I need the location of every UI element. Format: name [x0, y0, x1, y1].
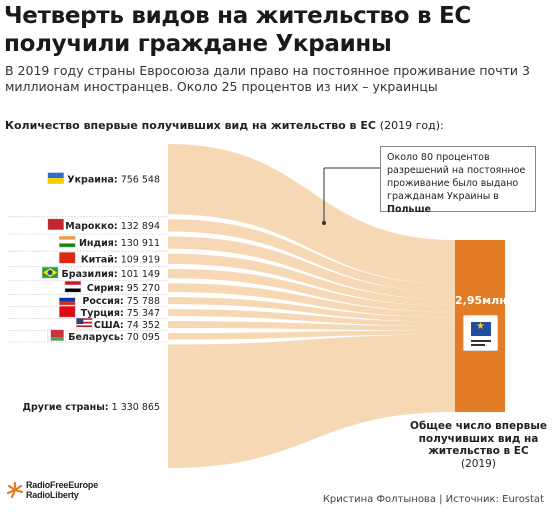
country-value: 1 330 865 — [109, 402, 160, 413]
country-label: Бразилия: 101 149 — [62, 269, 160, 280]
country-value: 132 894 — [118, 221, 160, 232]
logo-text-1: RadioFreeEurope — [26, 480, 99, 490]
country-label: Турция: 75 347 — [81, 308, 160, 319]
flow-8 — [168, 309, 455, 327]
flow-2 — [168, 219, 455, 292]
rferl-burst-icon — [7, 482, 23, 498]
flag-us-icon — [76, 317, 93, 330]
country-value: 95 270 — [124, 283, 160, 294]
flag-tr-icon — [58, 305, 76, 318]
country-label: Индия: 130 911 — [79, 238, 160, 249]
country-name: Другие страны: — [22, 402, 108, 413]
country-name: Россия: — [82, 296, 123, 307]
country-name: Бразилия: — [62, 269, 118, 280]
country-label: Марокко: 132 894 — [65, 221, 160, 232]
country-value: 130 911 — [118, 238, 160, 249]
flag-ru-icon — [58, 293, 76, 306]
country-name: Украина: — [67, 175, 117, 186]
total-label-year: (2019) — [461, 457, 496, 470]
page-subtitle: В 2019 году страны Евросоюза дали право … — [5, 63, 530, 94]
total-label-text: Общее число впервые получивших вид на жи… — [410, 420, 547, 457]
flows-group — [168, 144, 455, 468]
rferl-logo: RadioFreeEurope RadioLiberty — [7, 480, 98, 500]
callout-text: Около 80 процентов разрешений на постоян… — [387, 152, 526, 202]
flag-by-icon — [47, 329, 65, 342]
country-value: 109 919 — [118, 254, 160, 265]
country-label: Россия: 75 788 — [82, 296, 160, 307]
eu-permit-card-icon — [463, 315, 498, 351]
country-label: Беларусь: 70 095 — [68, 332, 160, 343]
flow-10 — [168, 330, 455, 340]
country-label: США: 74 352 — [94, 320, 160, 331]
flow-6 — [168, 283, 455, 318]
flow-11 — [168, 334, 455, 468]
country-value: 101 149 — [118, 269, 160, 280]
country-name: Китай: — [81, 254, 118, 265]
section-heading-text: Количество впервые получивших вид на жит… — [5, 119, 376, 132]
flag-ua-icon — [47, 172, 65, 184]
total-value-label: 2,95млн — [455, 294, 507, 307]
country-label: Украина: 756 548 — [67, 175, 160, 186]
section-heading-year: (2019 год): — [379, 119, 444, 132]
callout-bold: Польше — [387, 204, 431, 215]
country-name: Беларусь: — [68, 332, 123, 343]
flow-9 — [168, 321, 455, 331]
section-heading: Количество впервые получивших вид на жит… — [5, 119, 444, 132]
flag-in-icon — [58, 235, 76, 248]
country-name: Турция: — [81, 308, 124, 319]
credits: Кристина Фолтынова | Источник: Eurostat — [322, 494, 544, 505]
country-name: Марокко: — [65, 221, 117, 232]
country-label: Китай: 109 919 — [81, 254, 160, 265]
flow-4 — [168, 253, 455, 306]
country-label: Сирия: 95 270 — [87, 283, 160, 294]
flag-cn-icon — [58, 252, 76, 264]
country-label: Другие страны: 1 330 865 — [22, 402, 160, 413]
callout-box: Около 80 процентов разрешений на постоян… — [380, 146, 536, 215]
eu-flag-icon — [471, 321, 491, 336]
callout-dot — [322, 221, 326, 225]
card-line-icon — [471, 344, 485, 346]
country-value: 70 095 — [124, 332, 160, 343]
total-label: Общее число впервые получивших вид на жи… — [406, 420, 551, 470]
country-name: Индия: — [79, 238, 118, 249]
flag-sy-icon — [64, 280, 82, 293]
logo-text-2: RadioLiberty — [26, 490, 79, 500]
flow-3 — [168, 236, 455, 300]
country-name: Сирия: — [87, 283, 124, 294]
country-value: 75 788 — [124, 296, 160, 307]
flow-7 — [168, 297, 455, 322]
country-name: США: — [94, 320, 124, 331]
flag-br-icon — [41, 266, 59, 279]
country-value: 756 548 — [118, 175, 160, 186]
flag-ma-icon — [47, 218, 65, 231]
country-value: 74 352 — [124, 320, 160, 331]
flow-1 — [168, 144, 455, 285]
flow-5 — [168, 268, 455, 312]
country-value: 75 347 — [124, 308, 160, 319]
page-title: Четверть видов на жительство в ЕС получи… — [4, 3, 471, 57]
card-line-icon — [471, 340, 491, 342]
